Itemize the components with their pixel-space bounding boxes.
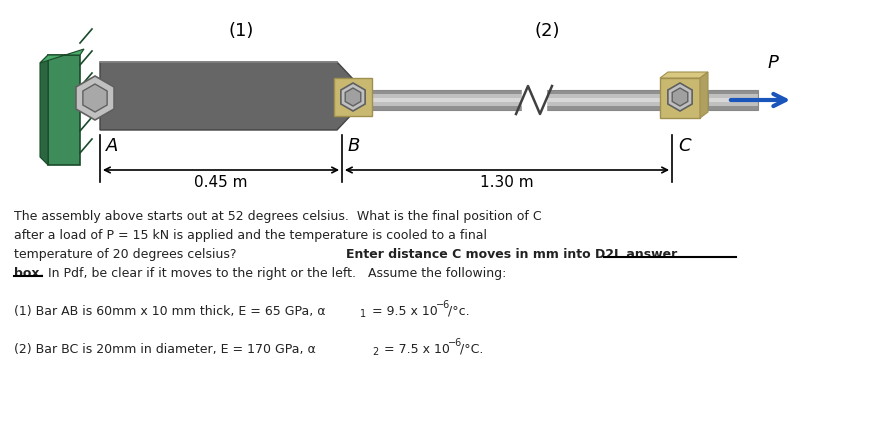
Text: temperature of 20 degrees celsius?: temperature of 20 degrees celsius? xyxy=(14,248,245,261)
Text: /°C.: /°C. xyxy=(460,343,483,356)
Text: 0.45 m: 0.45 m xyxy=(194,175,247,190)
Bar xyxy=(708,102,758,106)
Text: 2: 2 xyxy=(372,347,378,357)
Polygon shape xyxy=(668,83,692,111)
Bar xyxy=(708,94,758,98)
Polygon shape xyxy=(334,78,372,116)
Text: −6: −6 xyxy=(448,338,463,348)
Text: In Pdf, be clear if it moves to the right or the left.   Assume the following:: In Pdf, be clear if it moves to the righ… xyxy=(44,267,506,280)
Text: (2): (2) xyxy=(534,22,560,40)
Text: after a load of P = 15 kN is applied and the temperature is cooled to a final: after a load of P = 15 kN is applied and… xyxy=(14,229,487,242)
Polygon shape xyxy=(83,84,107,112)
Polygon shape xyxy=(100,62,354,130)
Text: (1) Bar AB is 60mm x 10 mm thick, E = 65 GPa, α: (1) Bar AB is 60mm x 10 mm thick, E = 65… xyxy=(14,305,326,318)
Bar xyxy=(364,94,664,98)
Text: The assembly above starts out at 52 degrees celsius.  What is the final position: The assembly above starts out at 52 degr… xyxy=(14,210,542,223)
Bar xyxy=(364,90,664,94)
Text: B: B xyxy=(348,137,361,155)
Text: A: A xyxy=(106,137,118,155)
Bar xyxy=(364,90,664,110)
Polygon shape xyxy=(660,72,708,78)
Bar xyxy=(364,106,664,110)
Text: box.: box. xyxy=(14,267,44,280)
Polygon shape xyxy=(341,83,365,111)
Text: (1): (1) xyxy=(228,22,253,40)
Text: Enter distance C moves in mm into D2L answer: Enter distance C moves in mm into D2L an… xyxy=(346,248,678,261)
Text: = 7.5 x 10: = 7.5 x 10 xyxy=(380,343,450,356)
Polygon shape xyxy=(40,55,48,165)
Polygon shape xyxy=(48,55,80,165)
Polygon shape xyxy=(76,76,114,120)
Text: = 9.5 x 10: = 9.5 x 10 xyxy=(368,305,438,318)
Text: −6: −6 xyxy=(436,300,450,310)
Bar xyxy=(364,102,664,106)
Polygon shape xyxy=(40,49,84,63)
Polygon shape xyxy=(672,88,688,106)
Text: /°c.: /°c. xyxy=(448,305,469,318)
Text: (2) Bar BC is 20mm in diameter, E = 170 GPa, α: (2) Bar BC is 20mm in diameter, E = 170 … xyxy=(14,343,316,356)
Polygon shape xyxy=(660,78,700,118)
Bar xyxy=(708,90,758,110)
Bar xyxy=(708,90,758,94)
Text: 1.30 m: 1.30 m xyxy=(480,175,534,190)
Text: C: C xyxy=(678,137,691,155)
Text: 1: 1 xyxy=(360,309,366,319)
Bar xyxy=(708,106,758,110)
Text: P: P xyxy=(767,54,779,72)
Bar xyxy=(364,98,664,102)
Polygon shape xyxy=(345,88,361,106)
Bar xyxy=(708,98,758,102)
Polygon shape xyxy=(700,72,708,118)
